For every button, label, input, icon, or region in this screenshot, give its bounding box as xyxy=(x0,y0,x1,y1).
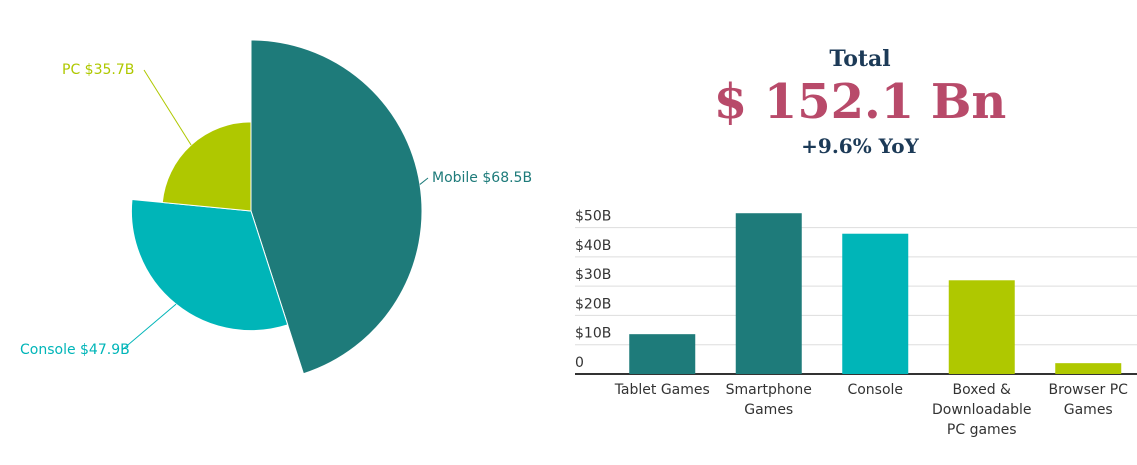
leader-line xyxy=(419,177,429,185)
bar xyxy=(948,280,1015,374)
bar xyxy=(735,213,802,374)
slice-label: PC $35.7B xyxy=(62,62,134,78)
y-tick-label: $30B xyxy=(575,267,611,283)
pie-slice xyxy=(161,121,252,212)
x-tick-label: Console xyxy=(847,382,904,398)
pie-slice xyxy=(130,198,289,332)
kpi-value: $ 152.1 Bn xyxy=(713,74,1007,130)
bar xyxy=(1055,363,1122,374)
y-tick-label: $50B xyxy=(575,209,611,225)
x-tick-label: Tablet Games xyxy=(614,382,710,398)
x-tick-label: Boxed & Downloadable PC games xyxy=(931,382,1032,438)
x-tick-label: Browser PC Games xyxy=(1048,382,1128,418)
y-tick-label: 0 xyxy=(575,355,584,371)
y-tick-label: $10B xyxy=(575,326,611,342)
slice-label: Mobile $68.5B xyxy=(432,170,532,186)
kpi-change: +9.6% YoY xyxy=(801,134,919,158)
leader-line xyxy=(121,303,177,351)
slice-label: Console $47.9B xyxy=(20,342,130,358)
leader-line xyxy=(143,69,192,146)
x-tick-label: Smartphone Games xyxy=(725,382,812,418)
y-tick-label: $40B xyxy=(575,238,611,254)
y-tick-label: $20B xyxy=(575,296,611,312)
bar xyxy=(629,334,696,374)
kpi-title: Total xyxy=(829,46,891,72)
pie-slice xyxy=(250,39,423,375)
bar xyxy=(842,233,909,374)
